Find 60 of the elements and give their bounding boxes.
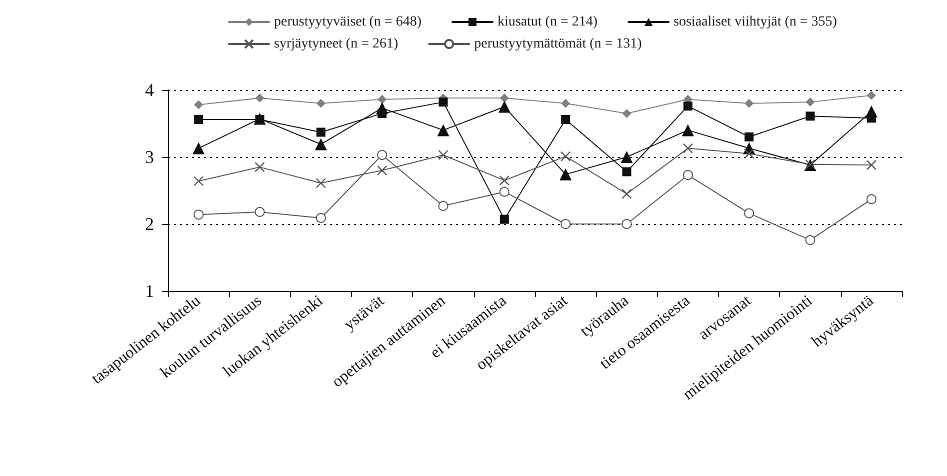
- point: [560, 151, 571, 162]
- point: [866, 90, 876, 100]
- point: [254, 162, 265, 172]
- point: [500, 214, 509, 224]
- point: [376, 102, 388, 114]
- point: [499, 186, 510, 197]
- point: [620, 151, 633, 163]
- point: [498, 100, 510, 113]
- point: [499, 175, 510, 186]
- point: [378, 94, 387, 104]
- point: [744, 98, 754, 108]
- legend-label: kiusatut (n = 214): [497, 14, 598, 30]
- y-tick-label: 4: [145, 80, 154, 100]
- point: [622, 219, 632, 229]
- point: [744, 132, 754, 142]
- point: [192, 142, 205, 154]
- point: [376, 165, 388, 176]
- point: [806, 112, 815, 121]
- point: [377, 150, 388, 160]
- point: [622, 167, 632, 176]
- y-tick-label: 1: [145, 281, 154, 301]
- point: [744, 148, 754, 159]
- point: [682, 170, 693, 180]
- legend-label: perustyytymättömät (n = 131): [474, 36, 642, 52]
- point: [255, 94, 264, 103]
- point: [865, 105, 878, 118]
- point: [438, 98, 448, 107]
- point: [314, 138, 327, 150]
- legend-label: perustyytyväiset (n = 648): [274, 14, 422, 30]
- point: [254, 206, 265, 217]
- point: [622, 108, 632, 118]
- point: [194, 100, 204, 110]
- point: [744, 208, 754, 218]
- point: [560, 168, 572, 180]
- point: [866, 160, 877, 170]
- point: [316, 98, 326, 108]
- point: [561, 114, 570, 124]
- point: [806, 98, 815, 107]
- point: [561, 98, 570, 108]
- point: [316, 212, 326, 223]
- point: [682, 143, 694, 154]
- point: [805, 235, 816, 246]
- point: [438, 150, 448, 160]
- legend-label: sosiaaliset viihtyjät (n = 355): [674, 14, 838, 30]
- point: [622, 188, 632, 199]
- point: [316, 128, 326, 137]
- point: [194, 114, 204, 124]
- point: [500, 94, 509, 103]
- legend-label: syrjäytyneet (n = 261): [274, 36, 398, 52]
- point: [316, 178, 326, 188]
- point: [682, 124, 694, 136]
- point: [866, 194, 876, 204]
- y-tick-label: 3: [145, 147, 154, 167]
- point: [193, 176, 204, 186]
- point: [437, 124, 450, 136]
- y-tick-label: 2: [145, 214, 154, 234]
- point: [194, 210, 204, 220]
- point: [438, 200, 448, 211]
- point: [560, 219, 571, 229]
- point: [683, 102, 692, 111]
